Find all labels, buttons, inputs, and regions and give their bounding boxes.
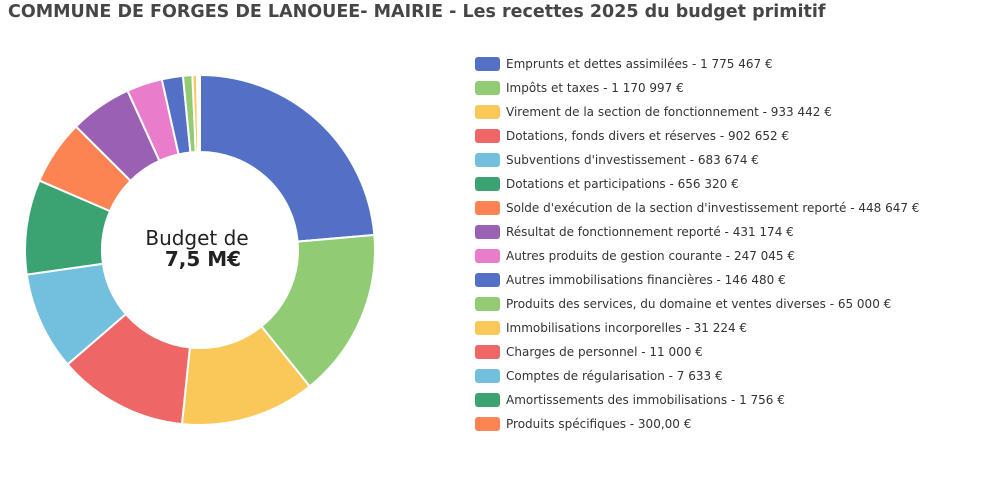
legend-label: Comptes de régularisation - 7 633 € [506, 369, 723, 383]
legend-label: Autres produits de gestion courante - 24… [506, 249, 796, 263]
legend-swatch [475, 225, 500, 239]
legend-label: Solde d'exécution de la section d'invest… [506, 201, 920, 215]
legend-swatch [475, 321, 500, 335]
legend-item-7[interactable]: Solde d'exécution de la section d'invest… [475, 196, 919, 220]
legend-label: Charges de personnel - 11 000 € [506, 345, 703, 359]
legend-item-9[interactable]: Autres produits de gestion courante - 24… [475, 244, 919, 268]
legend-item-10[interactable]: Autres immobilisations financières - 146… [475, 268, 919, 292]
legend-item-2[interactable]: Impôts et taxes - 1 170 997 € [475, 76, 919, 100]
legend-label: Immobilisations incorporelles - 31 224 € [506, 321, 748, 335]
legend-swatch [475, 393, 500, 407]
legend-swatch [475, 153, 500, 167]
legend-swatch [475, 417, 500, 431]
legend-item-15[interactable]: Amortissements des immobilisations - 1 7… [475, 388, 919, 412]
legend-swatch [475, 129, 500, 143]
legend-item-13[interactable]: Charges de personnel - 11 000 € [475, 340, 919, 364]
legend-label: Virement de la section de fonctionnement… [506, 105, 832, 119]
center-label-line2: 7,5 M€ [165, 247, 241, 271]
legend-swatch [475, 177, 500, 191]
legend-item-16[interactable]: Produits spécifiques - 300,00 € [475, 412, 919, 436]
legend-label: Résultat de fonctionnement reporté - 431… [506, 225, 794, 239]
legend-swatch [475, 273, 500, 287]
legend-swatch [475, 249, 500, 263]
legend-item-14[interactable]: Comptes de régularisation - 7 633 € [475, 364, 919, 388]
legend-swatch [475, 81, 500, 95]
legend-label: Produits spécifiques - 300,00 € [506, 417, 692, 431]
legend-item-8[interactable]: Résultat de fonctionnement reporté - 431… [475, 220, 919, 244]
legend-label: Dotations et participations - 656 320 € [506, 177, 739, 191]
legend-label: Emprunts et dettes assimilées - 1 775 46… [506, 57, 773, 71]
legend-swatch [475, 57, 500, 71]
legend-label: Amortissements des immobilisations - 1 7… [506, 393, 785, 407]
legend-label: Produits des services, du domaine et ven… [506, 297, 892, 311]
donut-chart: Budget de 7,5 M€ [24, 73, 376, 426]
legend-item-1[interactable]: Emprunts et dettes assimilées - 1 775 46… [475, 52, 919, 76]
chart-legend: Emprunts et dettes assimilées - 1 775 46… [475, 52, 919, 436]
legend-item-4[interactable]: Dotations, fonds divers et réserves - 90… [475, 124, 919, 148]
legend-label: Autres immobilisations financières - 146… [506, 273, 786, 287]
legend-swatch [475, 345, 500, 359]
legend-item-5[interactable]: Subventions d'investissement - 683 674 € [475, 148, 919, 172]
legend-item-12[interactable]: Immobilisations incorporelles - 31 224 € [475, 316, 919, 340]
legend-swatch [475, 105, 500, 119]
legend-swatch [475, 201, 500, 215]
chart-title: COMMUNE DE FORGES DE LANOUEE- MAIRIE - L… [8, 2, 826, 22]
legend-label: Subventions d'investissement - 683 674 € [506, 153, 759, 167]
legend-item-6[interactable]: Dotations et participations - 656 320 € [475, 172, 919, 196]
legend-swatch [475, 297, 500, 311]
legend-label: Dotations, fonds divers et réserves - 90… [506, 129, 790, 143]
donut-slice-1[interactable] [199, 73, 376, 243]
legend-item-11[interactable]: Produits des services, du domaine et ven… [475, 292, 919, 316]
legend-item-3[interactable]: Virement de la section de fonctionnement… [475, 100, 919, 124]
center-label-line1: Budget de [145, 226, 248, 250]
legend-swatch [475, 369, 500, 383]
donut-slices [24, 73, 376, 426]
legend-label: Impôts et taxes - 1 170 997 € [506, 81, 684, 95]
